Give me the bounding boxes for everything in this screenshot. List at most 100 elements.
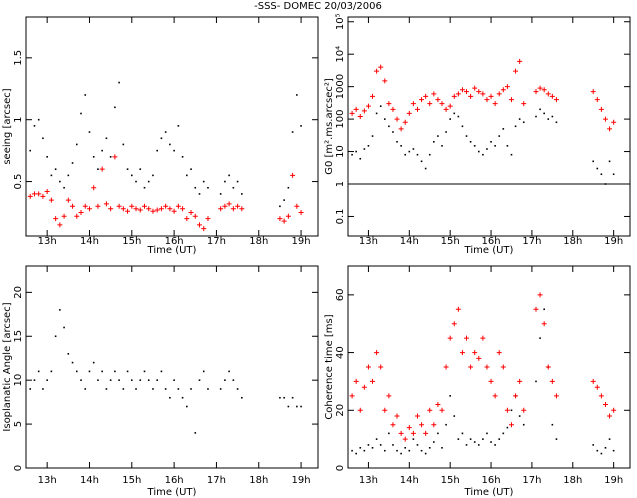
point xyxy=(135,180,137,183)
point xyxy=(449,118,451,120)
point xyxy=(611,407,617,413)
point xyxy=(433,140,435,143)
point xyxy=(410,430,416,436)
point xyxy=(437,432,439,435)
point xyxy=(419,422,425,428)
point xyxy=(70,203,76,209)
point xyxy=(147,180,150,183)
point xyxy=(29,388,32,390)
point xyxy=(290,172,296,178)
point xyxy=(175,203,181,209)
series-points xyxy=(29,309,302,434)
point xyxy=(139,379,142,381)
point xyxy=(48,197,54,203)
point xyxy=(74,213,80,219)
point xyxy=(141,203,147,209)
x-tick-label: 16h xyxy=(165,236,184,247)
point xyxy=(490,441,492,443)
point xyxy=(207,388,209,390)
point xyxy=(228,370,230,373)
point xyxy=(513,68,519,74)
point xyxy=(241,396,243,399)
point xyxy=(382,78,388,84)
y-tick-label: 1 xyxy=(13,117,24,123)
point xyxy=(103,201,109,207)
point xyxy=(177,388,180,390)
x-axis-label: Time (UT) xyxy=(147,487,197,498)
point xyxy=(101,370,103,373)
point xyxy=(37,370,40,373)
y-axis-label: seeing [arcsec] xyxy=(2,88,13,164)
point xyxy=(549,93,555,99)
point xyxy=(488,378,494,384)
point xyxy=(541,87,547,93)
point xyxy=(496,350,502,356)
point xyxy=(441,447,443,449)
point xyxy=(439,407,445,413)
point xyxy=(129,203,135,209)
x-tick-label: 13h xyxy=(359,475,378,486)
point xyxy=(143,186,146,189)
x-tick-label: 13h xyxy=(38,236,57,247)
point xyxy=(510,409,513,412)
point xyxy=(359,447,362,449)
point xyxy=(171,208,177,214)
point xyxy=(135,388,137,390)
point xyxy=(109,379,112,381)
point xyxy=(408,150,411,153)
point xyxy=(198,193,201,195)
point xyxy=(602,402,608,408)
point xyxy=(287,186,290,189)
point xyxy=(612,449,615,452)
point xyxy=(184,216,190,222)
point xyxy=(594,384,600,390)
point xyxy=(427,407,433,413)
point xyxy=(611,119,617,125)
point xyxy=(112,154,118,160)
y-tick-label: 0.5 xyxy=(13,174,24,190)
point xyxy=(371,447,374,449)
point xyxy=(553,393,559,399)
x-tick-label: 13h xyxy=(359,236,378,247)
point xyxy=(156,149,158,152)
point xyxy=(500,364,506,370)
point xyxy=(419,97,425,103)
point xyxy=(545,364,551,370)
x-tick-label: 19h xyxy=(292,475,311,486)
point xyxy=(109,156,112,158)
point xyxy=(186,405,188,408)
point xyxy=(477,150,480,153)
point xyxy=(120,206,126,212)
point xyxy=(201,226,207,232)
x-axis-label: Time (UT) xyxy=(464,245,514,256)
point xyxy=(410,101,416,107)
point xyxy=(465,444,468,446)
point xyxy=(163,203,169,209)
point xyxy=(181,156,184,158)
series-points xyxy=(29,81,302,208)
x-tick-label: 15h xyxy=(122,475,141,486)
point xyxy=(383,118,386,120)
point xyxy=(180,206,186,212)
point xyxy=(404,153,407,156)
point xyxy=(428,153,431,156)
point xyxy=(365,103,371,109)
point xyxy=(198,379,201,381)
point xyxy=(533,306,539,312)
point xyxy=(543,112,545,115)
point xyxy=(349,110,355,116)
point xyxy=(378,64,384,70)
point xyxy=(379,105,382,107)
point xyxy=(59,309,61,311)
point xyxy=(197,222,203,228)
point xyxy=(486,148,488,150)
point xyxy=(465,135,468,137)
point xyxy=(502,128,505,130)
y-axis-label: Coherence time [ms] xyxy=(324,314,335,419)
point xyxy=(279,205,281,208)
point xyxy=(236,388,239,390)
point xyxy=(537,85,543,91)
point xyxy=(226,201,232,207)
point xyxy=(202,180,205,183)
point xyxy=(461,432,464,435)
